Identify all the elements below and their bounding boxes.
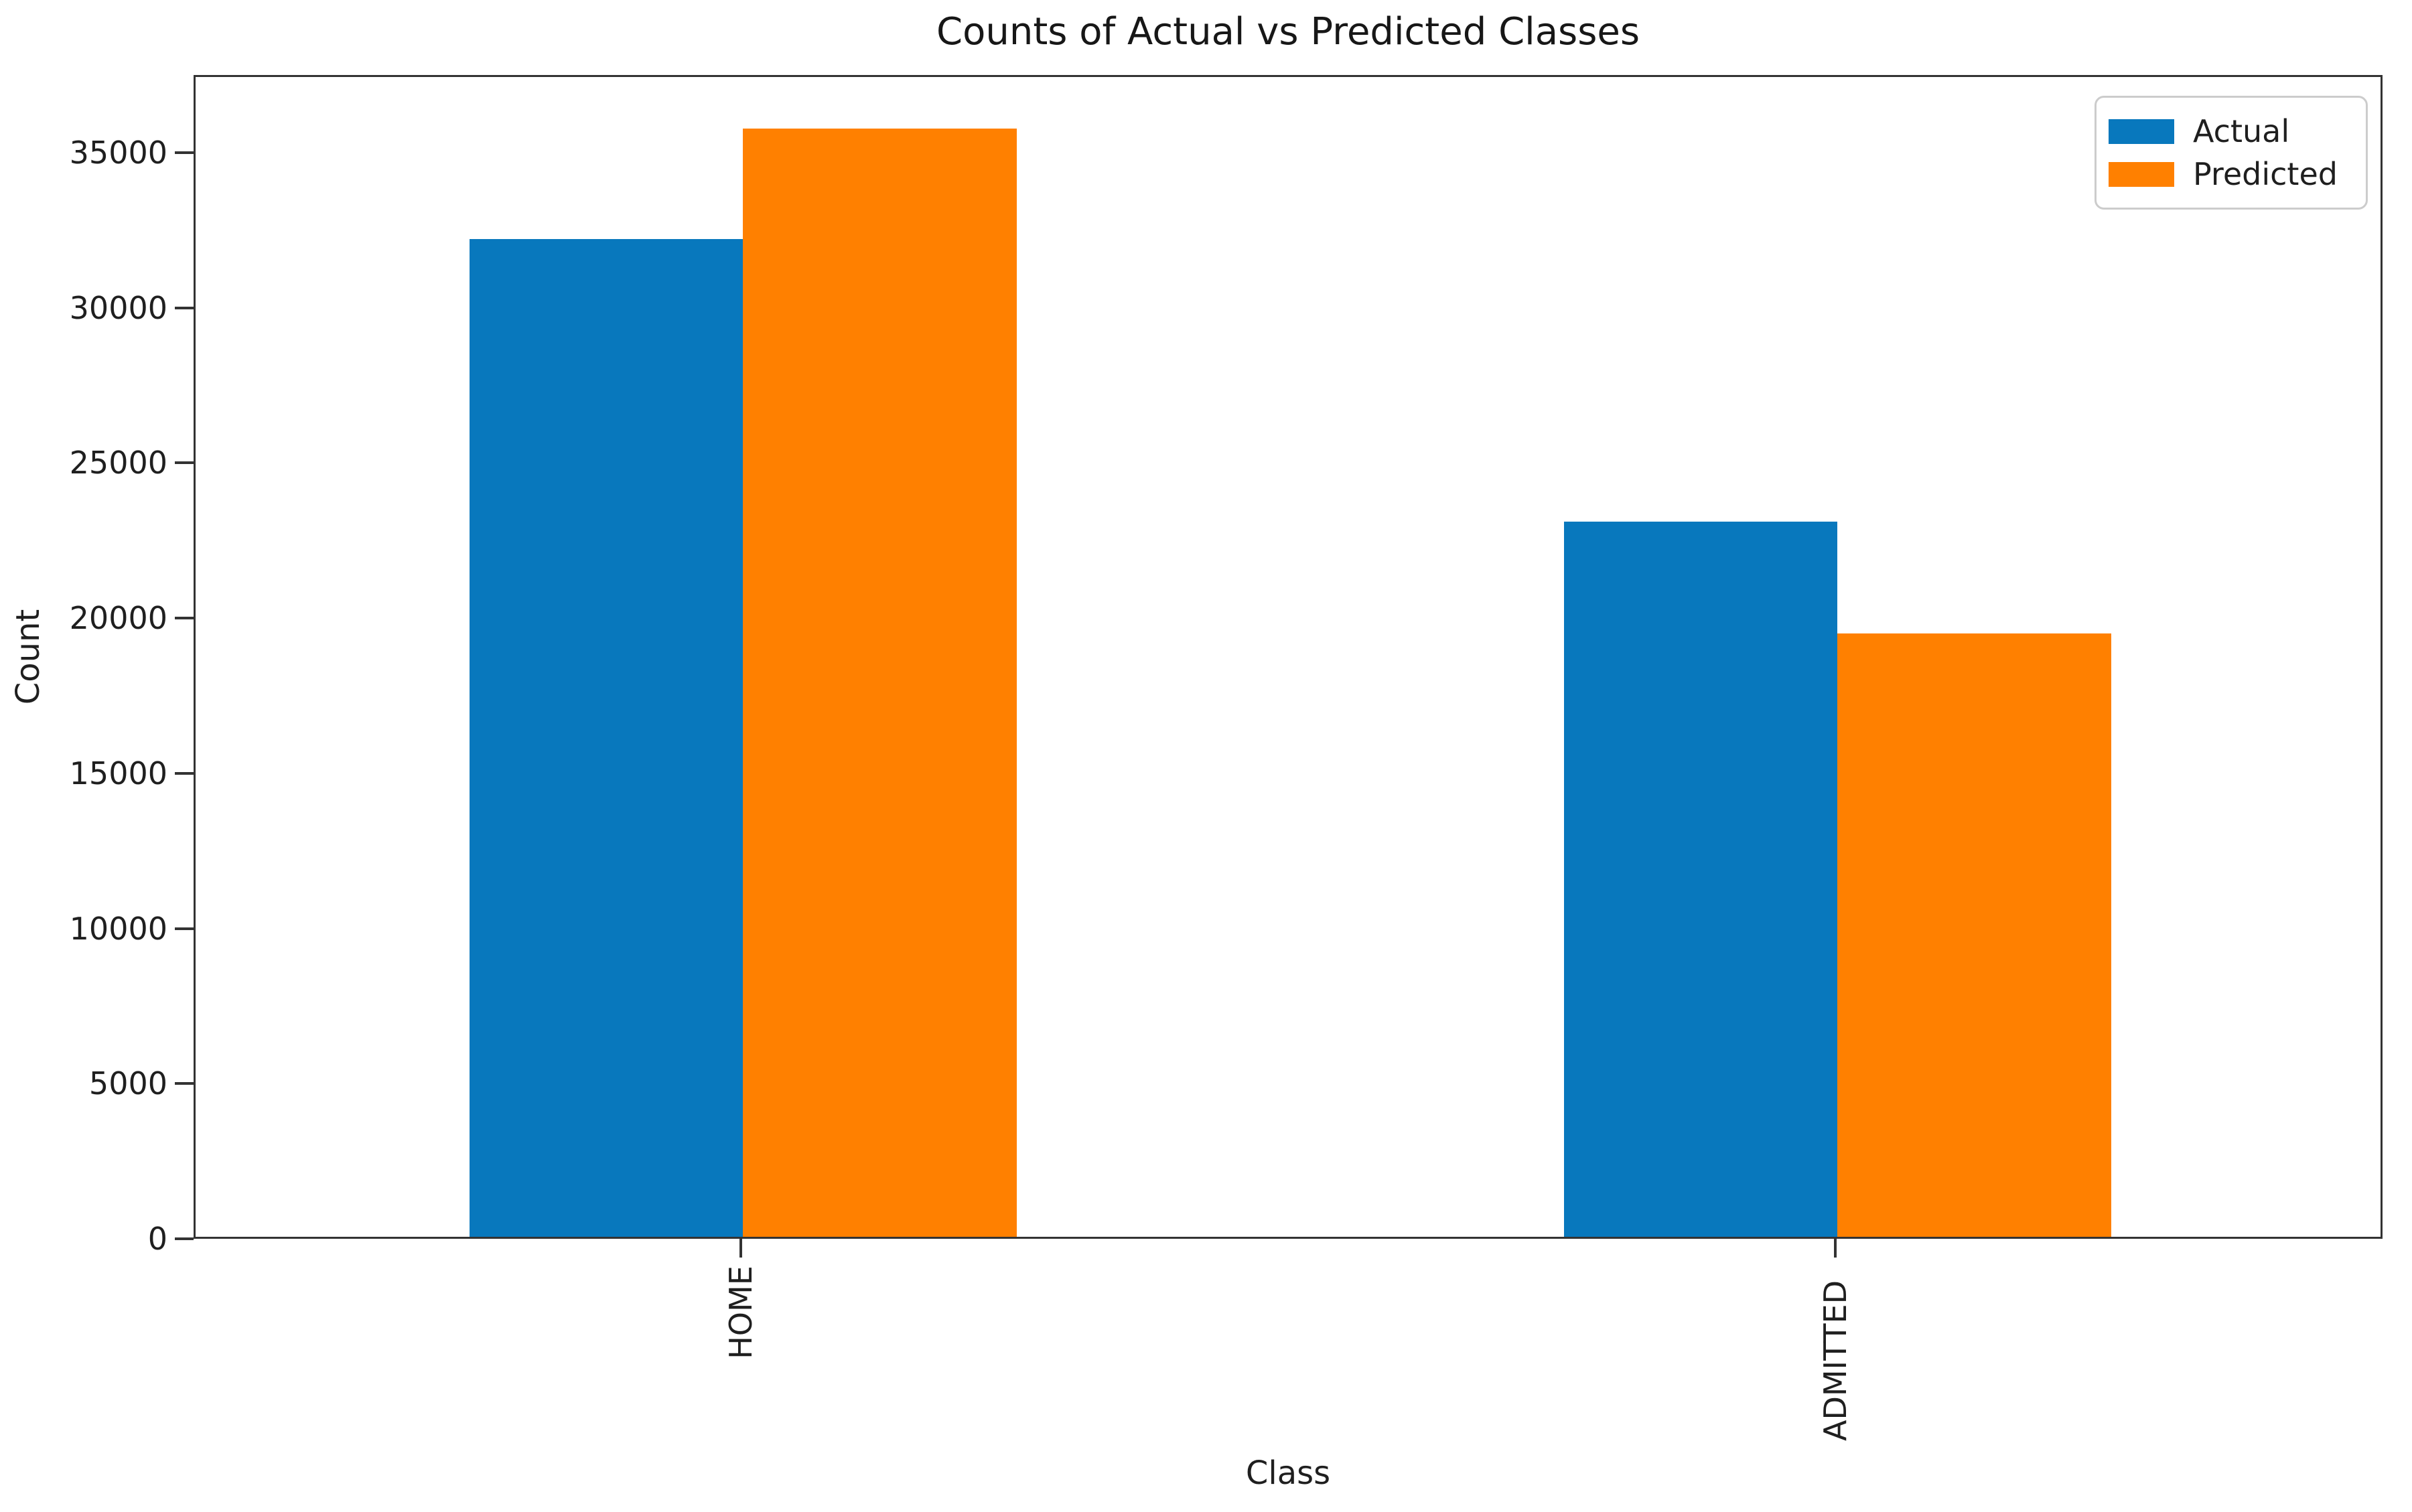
y-tick-label: 30000 bbox=[69, 289, 167, 326]
legend-label-predicted: Predicted bbox=[2193, 156, 2338, 192]
x-tick-mark bbox=[739, 1239, 742, 1258]
y-tick-mark bbox=[175, 771, 194, 775]
y-tick-label: 0 bbox=[147, 1221, 167, 1257]
chart-title: Counts of Actual vs Predicted Classes bbox=[936, 10, 1640, 54]
y-tick-mark bbox=[175, 927, 194, 930]
y-tick-label: 20000 bbox=[69, 600, 167, 637]
bar-actual-home bbox=[469, 238, 743, 1237]
y-axis-title: Count bbox=[9, 609, 47, 705]
y-tick-label: 35000 bbox=[69, 134, 167, 171]
y-tick-label: 25000 bbox=[69, 445, 167, 481]
bar-predicted-home bbox=[743, 129, 1017, 1237]
y-tick-label: 15000 bbox=[69, 755, 167, 791]
y-tick-label: 5000 bbox=[88, 1065, 167, 1102]
bar-actual-admitted bbox=[1563, 521, 1837, 1237]
y-tick-mark bbox=[175, 1082, 194, 1085]
y-tick-mark bbox=[175, 151, 194, 154]
y-tick-mark bbox=[175, 617, 194, 620]
bar-predicted-admitted bbox=[1837, 633, 2111, 1237]
y-tick-mark bbox=[175, 461, 194, 465]
x-axis-title: Class bbox=[1245, 1454, 1331, 1492]
y-tick-label: 10000 bbox=[69, 910, 167, 947]
legend-label-actual: Actual bbox=[2193, 113, 2290, 149]
y-tick-mark bbox=[175, 1237, 194, 1240]
legend-swatch-actual bbox=[2109, 119, 2174, 144]
x-tick-mark bbox=[1834, 1239, 1837, 1258]
x-tick-label-home: HOME bbox=[723, 1265, 759, 1359]
plot-area: Actual Predicted bbox=[194, 75, 2383, 1239]
legend: Actual Predicted bbox=[2095, 96, 2368, 210]
legend-item-predicted: Predicted bbox=[2109, 157, 2354, 191]
legend-swatch-predicted bbox=[2109, 161, 2174, 187]
y-tick-mark bbox=[175, 306, 194, 309]
legend-item-actual: Actual bbox=[2109, 115, 2354, 148]
